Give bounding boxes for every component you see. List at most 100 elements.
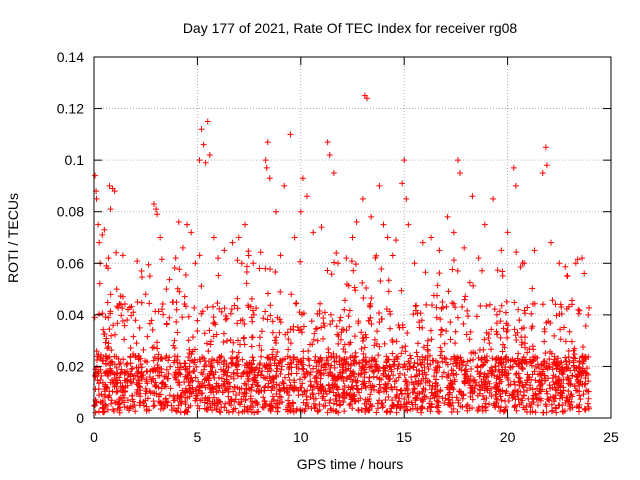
- data-point: [452, 328, 459, 335]
- data-point: [114, 320, 121, 327]
- data-point: [368, 213, 375, 220]
- data-point: [392, 237, 399, 244]
- data-point: [216, 305, 223, 312]
- data-point: [505, 376, 512, 383]
- data-point: [121, 399, 128, 406]
- data-point: [398, 350, 405, 357]
- data-point: [98, 391, 105, 398]
- data-point: [359, 357, 366, 364]
- data-point: [223, 363, 230, 370]
- data-point: [424, 342, 431, 349]
- data-point: [310, 395, 317, 402]
- data-point: [210, 314, 217, 321]
- data-point: [536, 386, 543, 393]
- data-point: [557, 336, 564, 343]
- data-point: [473, 313, 480, 320]
- data-point: [238, 260, 245, 267]
- data-point: [278, 394, 285, 401]
- data-point: [154, 345, 161, 352]
- data-point: [575, 310, 582, 317]
- data-point: [388, 405, 395, 412]
- data-point: [488, 364, 495, 371]
- data-point: [450, 360, 457, 367]
- data-point: [144, 380, 151, 387]
- data-point: [436, 270, 443, 277]
- data-point: [543, 162, 550, 169]
- data-point: [102, 353, 109, 360]
- data-point: [234, 295, 241, 302]
- data-point: [158, 256, 165, 263]
- data-point: [582, 380, 589, 387]
- data-point: [341, 306, 348, 313]
- data-point: [134, 373, 141, 380]
- x-axis-label: GPS time / hours: [297, 456, 404, 472]
- data-point: [274, 314, 281, 321]
- data-point: [376, 319, 383, 326]
- data-point: [311, 330, 318, 337]
- data-point: [284, 353, 291, 360]
- data-point: [366, 407, 373, 414]
- data-point: [363, 95, 370, 102]
- data-point: [248, 361, 255, 368]
- data-point: [248, 398, 255, 405]
- data-point: [266, 175, 273, 182]
- data-point: [155, 384, 162, 391]
- y-tick-label: 0: [76, 410, 84, 426]
- data-point: [269, 385, 276, 392]
- data-point: [247, 395, 254, 402]
- data-point: [524, 304, 531, 311]
- data-point: [233, 354, 240, 361]
- data-point: [462, 293, 469, 300]
- data-point: [155, 351, 162, 358]
- data-point: [159, 306, 166, 313]
- data-point: [285, 366, 292, 373]
- data-point: [235, 349, 242, 356]
- data-point: [581, 353, 588, 360]
- data-point: [326, 151, 333, 158]
- data-point: [545, 396, 552, 403]
- data-point: [273, 334, 280, 341]
- data-point: [388, 384, 395, 391]
- data-point: [108, 347, 115, 354]
- data-point: [190, 368, 197, 375]
- data-point: [444, 213, 451, 220]
- data-point: [385, 288, 392, 295]
- data-point: [105, 393, 112, 400]
- data-point: [408, 379, 415, 386]
- data-point: [163, 286, 170, 293]
- data-point: [170, 299, 177, 306]
- data-point: [576, 404, 583, 411]
- data-point: [240, 393, 247, 400]
- data-point: [515, 361, 522, 368]
- plot-frame: [93, 56, 612, 419]
- data-point: [497, 334, 504, 341]
- data-point: [288, 370, 295, 377]
- data-point: [498, 404, 505, 411]
- data-point: [330, 170, 337, 177]
- data-point: [111, 383, 118, 390]
- data-point: [331, 259, 338, 266]
- data-point: [585, 311, 592, 318]
- data-point: [128, 366, 135, 373]
- data-point: [504, 327, 511, 334]
- data-point: [549, 297, 556, 304]
- data-point: [188, 374, 195, 381]
- data-point: [134, 381, 141, 388]
- data-point: [107, 291, 114, 298]
- data-point: [449, 266, 456, 273]
- data-point: [529, 343, 536, 350]
- data-point: [111, 188, 118, 195]
- data-point: [564, 395, 571, 402]
- data-point: [217, 409, 224, 416]
- data-point: [413, 372, 420, 379]
- data-point: [330, 407, 337, 414]
- data-point: [206, 327, 213, 334]
- data-point: [421, 393, 428, 400]
- data-point: [276, 329, 283, 336]
- data-point: [375, 352, 382, 359]
- data-point: [551, 332, 558, 339]
- data-point: [560, 387, 567, 394]
- data-point: [451, 356, 458, 363]
- data-point: [427, 361, 434, 368]
- data-point: [146, 374, 153, 381]
